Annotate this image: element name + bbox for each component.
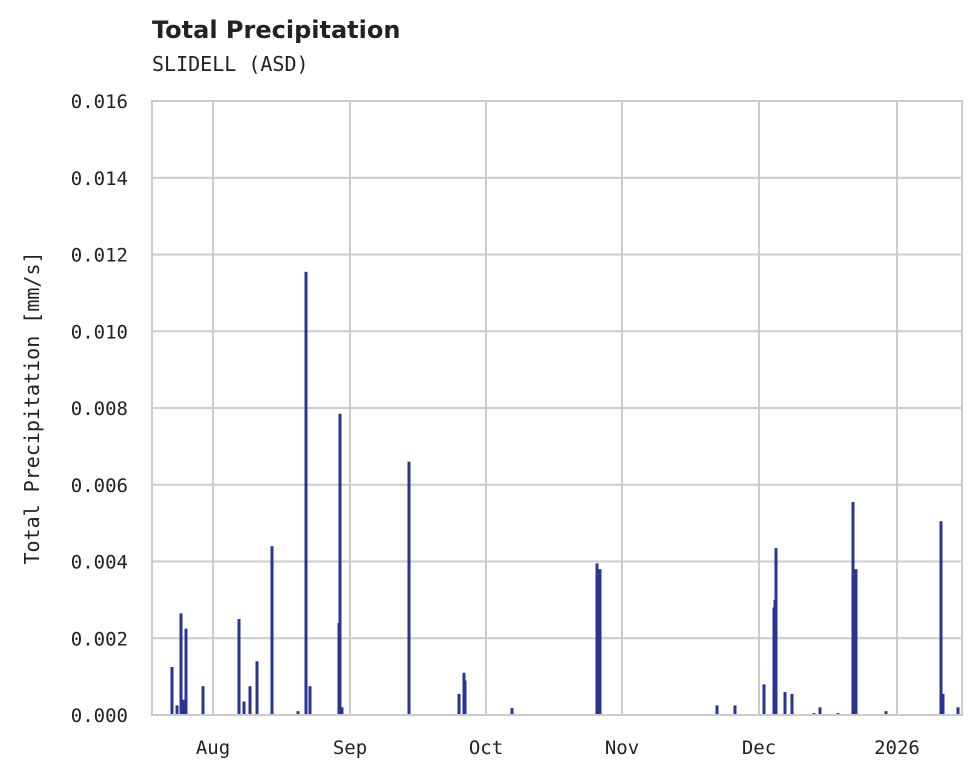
precip-bar [598, 569, 602, 715]
precip-bar [783, 691, 787, 715]
precip-bar [308, 686, 312, 715]
y-tick-label: 0.010 [71, 321, 128, 343]
precip-bar [175, 705, 179, 715]
precip-bar [170, 667, 174, 715]
precip-bar [255, 661, 259, 715]
precip-bar [407, 461, 411, 715]
x-tick-label: 2026 [874, 737, 920, 759]
precip-bar [179, 613, 183, 715]
precip-bar [270, 546, 274, 715]
precip-bar [941, 693, 945, 715]
precip-bar [237, 619, 241, 715]
precip-bar [956, 707, 960, 715]
precip-bar [774, 548, 778, 715]
y-tick-label: 0.000 [71, 705, 128, 727]
y-tick-label: 0.008 [71, 398, 128, 420]
plot-frame [151, 100, 963, 716]
x-tick-label: Nov [605, 737, 639, 759]
precip-bar [818, 707, 822, 715]
y-tick-label: 0.006 [71, 475, 128, 497]
precip-bar [296, 711, 300, 715]
chart-subtitle: SLIDELL (ASD) [152, 52, 309, 76]
precip-bar [340, 707, 344, 715]
precip-bar [338, 413, 342, 715]
y-tick-label: 0.012 [71, 245, 128, 267]
x-tick-label: Aug [196, 737, 230, 759]
precip-bar [939, 521, 943, 715]
y-tick-label: 0.016 [71, 91, 128, 113]
precip-bar [762, 684, 766, 715]
precip-bar [510, 708, 514, 715]
precip-bar [595, 563, 599, 715]
precip-bar [242, 701, 246, 715]
chart-title: Total Precipitation [152, 16, 401, 44]
x-tick-label: Oct [469, 737, 503, 759]
precip-bar [248, 686, 252, 715]
precip-bar [733, 705, 737, 715]
precip-bar [790, 693, 794, 715]
precip-bar [463, 680, 467, 715]
precip-bar [457, 693, 461, 715]
y-tick-label: 0.004 [71, 552, 128, 574]
precip-bar [201, 686, 205, 715]
precip-bar [304, 271, 308, 715]
x-tick-label: Dec [742, 737, 776, 759]
precip-bar [851, 502, 855, 715]
x-tick-label: Sep [333, 737, 367, 759]
precip-bar [184, 628, 188, 715]
y-tick-label: 0.014 [71, 168, 128, 190]
precip-bar [884, 711, 888, 715]
precip-bar [715, 705, 719, 715]
precip-bar [181, 699, 185, 715]
y-tick-label: 0.002 [71, 628, 128, 650]
precip-bar [854, 569, 858, 715]
